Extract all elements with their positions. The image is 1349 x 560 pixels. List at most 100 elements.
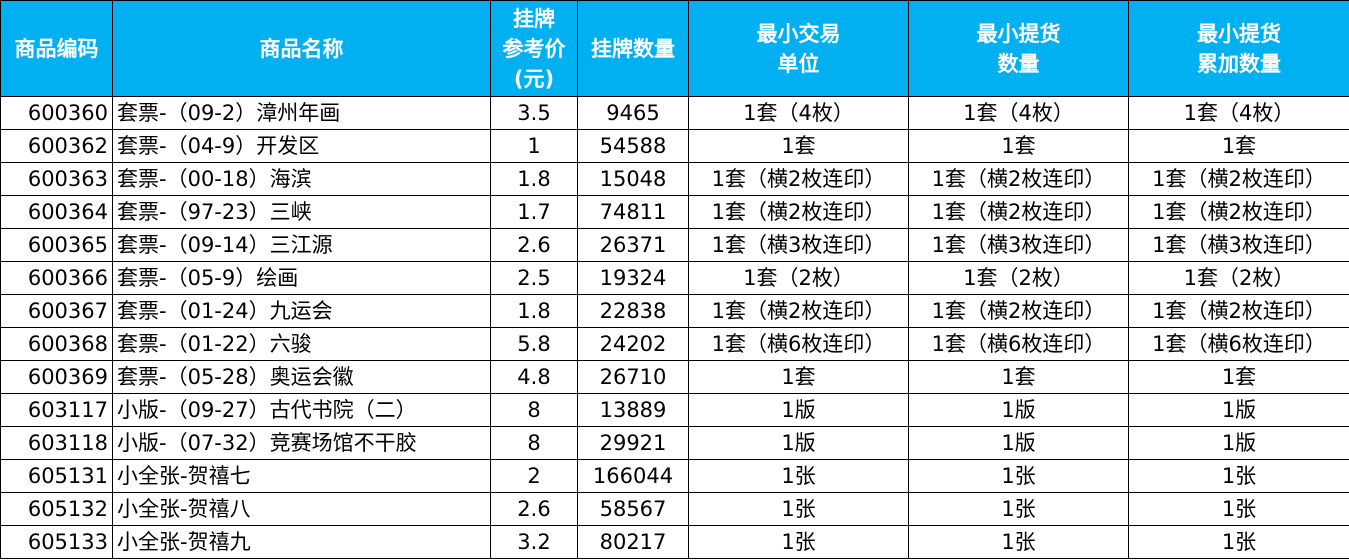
cell-quantity: 80217 (577, 525, 689, 559)
cell-name: 套票-（00-18）海滨 (112, 162, 491, 196)
cell-quantity: 9465 (577, 96, 689, 130)
cell-min-delivery-qty: 1版 (908, 393, 1129, 427)
table-row: 600367 套票-（01-24）九运会 1.8 22838 1套（横2枚连印） 1套（横… (0, 294, 1349, 328)
cell-min-delivery-increment: 1套（2枚） (1128, 261, 1349, 295)
table-row: 605131 小全张-贺禧七 2 166044 1张 1张 1张 (0, 459, 1349, 493)
cell-quantity: 13889 (577, 393, 689, 427)
cell-quantity: 26710 (577, 360, 689, 394)
cell-name: 套票-（09-2）漳州年画 (112, 96, 491, 130)
table-row: 600363 套票-（00-18）海滨 1.8 15048 1套（横2枚连印） 1套（横2… (0, 162, 1349, 196)
cell-min-trade-unit: 1张 (688, 525, 909, 559)
cell-code: 600367 (0, 294, 113, 328)
cell-name: 小全张-贺禧七 (112, 459, 491, 493)
cell-quantity: 19324 (577, 261, 689, 295)
cell-name: 套票-（05-9）绘画 (112, 261, 491, 295)
cell-code: 600364 (0, 195, 113, 229)
cell-quantity: 22838 (577, 294, 689, 328)
column-header-min-trade-unit: 最小交易 单位 (688, 0, 909, 97)
cell-min-delivery-qty: 1张 (908, 525, 1129, 559)
cell-price: 2 (490, 459, 578, 493)
column-header-name: 商品名称 (112, 0, 491, 97)
column-header-price: 挂牌 参考价 (元) (490, 0, 578, 97)
cell-price: 1.7 (490, 195, 578, 229)
table-row: 600365 套票-（09-14）三江源 2.6 26371 1套（横3枚连印） 1套（横… (0, 228, 1349, 262)
cell-min-delivery-increment: 1套（横6枚连印） (1128, 327, 1349, 361)
column-header-min-delivery-qty: 最小提货 数量 (908, 0, 1129, 97)
cell-quantity: 24202 (577, 327, 689, 361)
cell-min-delivery-increment: 1张 (1128, 492, 1349, 526)
cell-min-delivery-qty: 1套 (908, 360, 1129, 394)
cell-name: 小版-（09-27）古代书院（二） (112, 393, 491, 427)
cell-min-delivery-increment: 1套（横2枚连印） (1128, 195, 1349, 229)
cell-min-delivery-qty: 1套（4枚） (908, 96, 1129, 130)
table-row: 600360 套票-（09-2）漳州年画 3.5 9465 1套（4枚） 1套（4枚） 1套… (0, 96, 1349, 130)
cell-code: 600369 (0, 360, 113, 394)
table-row: 603118 小版-（07-32）竞赛场馆不干胶 8 29921 1版 1版 1版 (0, 426, 1349, 460)
cell-min-delivery-increment: 1套 (1128, 129, 1349, 163)
cell-price: 1 (490, 129, 578, 163)
cell-min-delivery-increment: 1套（4枚） (1128, 96, 1349, 130)
cell-code: 605132 (0, 492, 113, 526)
cell-code: 600366 (0, 261, 113, 295)
cell-code: 605131 (0, 459, 113, 493)
cell-min-trade-unit: 1套（横2枚连印） (688, 294, 909, 328)
cell-code: 600362 (0, 129, 113, 163)
table-row: 600362 套票-（04-9）开发区 1 54588 1套 1套 1套 (0, 129, 1349, 163)
cell-price: 8 (490, 393, 578, 427)
cell-price: 5.8 (490, 327, 578, 361)
cell-min-trade-unit: 1套 (688, 360, 909, 394)
cell-min-trade-unit: 1版 (688, 426, 909, 460)
cell-code: 600365 (0, 228, 113, 262)
table-row: 605133 小全张-贺禧九 3.2 80217 1张 1张 1张 (0, 525, 1349, 559)
cell-name: 套票-（09-14）三江源 (112, 228, 491, 262)
cell-min-trade-unit: 1套（2枚） (688, 261, 909, 295)
cell-min-trade-unit: 1套（横2枚连印） (688, 162, 909, 196)
cell-code: 600360 (0, 96, 113, 130)
cell-quantity: 15048 (577, 162, 689, 196)
cell-min-trade-unit: 1张 (688, 459, 909, 493)
cell-min-delivery-increment: 1版 (1128, 426, 1349, 460)
cell-min-delivery-increment: 1张 (1128, 525, 1349, 559)
table-header: 商品编码 商品名称 挂牌 参考价 (元) 挂牌数量 最小交易 单位 最小提货 数量 最小提货… (0, 0, 1349, 97)
cell-code: 603118 (0, 426, 113, 460)
cell-min-delivery-increment: 1张 (1128, 459, 1349, 493)
cell-quantity: 29921 (577, 426, 689, 460)
cell-min-delivery-qty: 1套 (908, 129, 1129, 163)
cell-price: 2.5 (490, 261, 578, 295)
header-row: 商品编码 商品名称 挂牌 参考价 (元) 挂牌数量 最小交易 单位 最小提货 数量 最小提货… (0, 0, 1349, 97)
cell-quantity: 166044 (577, 459, 689, 493)
cell-min-delivery-qty: 1套（2枚） (908, 261, 1129, 295)
cell-quantity: 26371 (577, 228, 689, 262)
table-row: 600366 套票-（05-9）绘画 2.5 19324 1套（2枚） 1套（2枚） 1套（… (0, 261, 1349, 295)
cell-name: 小版-（07-32）竞赛场馆不干胶 (112, 426, 491, 460)
cell-min-delivery-qty: 1套（横2枚连印） (908, 294, 1129, 328)
cell-min-delivery-increment: 1套（横3枚连印） (1128, 228, 1349, 262)
cell-min-delivery-qty: 1套（横6枚连印） (908, 327, 1129, 361)
cell-min-trade-unit: 1套（4枚） (688, 96, 909, 130)
cell-quantity: 58567 (577, 492, 689, 526)
cell-name: 套票-（01-22）六骏 (112, 327, 491, 361)
cell-name: 小全张-贺禧八 (112, 492, 491, 526)
table-row: 605132 小全张-贺禧八 2.6 58567 1张 1张 1张 (0, 492, 1349, 526)
cell-price: 4.8 (490, 360, 578, 394)
cell-min-delivery-increment: 1套 (1128, 360, 1349, 394)
cell-price: 2.6 (490, 228, 578, 262)
cell-min-delivery-increment: 1版 (1128, 393, 1349, 427)
table-row: 603117 小版-（09-27）古代书院（二） 8 13889 1版 1版 1版 (0, 393, 1349, 427)
cell-min-trade-unit: 1套（横2枚连印） (688, 195, 909, 229)
cell-price: 3.2 (490, 525, 578, 559)
column-header-quantity: 挂牌数量 (577, 0, 689, 97)
cell-price: 1.8 (490, 162, 578, 196)
cell-code: 600368 (0, 327, 113, 361)
cell-name: 套票-（97-23）三峡 (112, 195, 491, 229)
table-row: 600364 套票-（97-23）三峡 1.7 74811 1套（横2枚连印） 1套（横2… (0, 195, 1349, 229)
cell-min-delivery-qty: 1套（横2枚连印） (908, 195, 1129, 229)
cell-min-delivery-increment: 1套（横2枚连印） (1128, 294, 1349, 328)
cell-name: 套票-（04-9）开发区 (112, 129, 491, 163)
cell-min-delivery-increment: 1套（横2枚连印） (1128, 162, 1349, 196)
cell-code: 605133 (0, 525, 113, 559)
cell-price: 2.6 (490, 492, 578, 526)
cell-min-trade-unit: 1套（横6枚连印） (688, 327, 909, 361)
cell-code: 603117 (0, 393, 113, 427)
